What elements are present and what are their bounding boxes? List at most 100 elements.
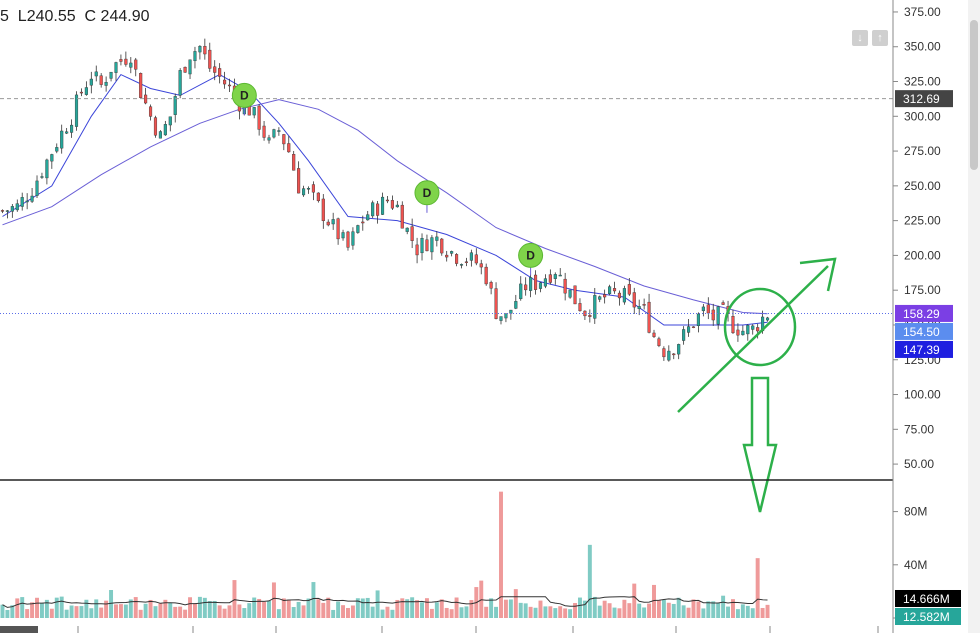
volume-bar — [513, 589, 518, 618]
candle-body — [499, 316, 503, 321]
dividend-label: D — [240, 88, 249, 102]
volume-bar — [360, 598, 365, 618]
volume-bar — [380, 609, 385, 618]
candle-body — [667, 350, 671, 361]
candle-body — [267, 137, 271, 141]
arrow-down-icon[interactable]: ↓ — [852, 30, 868, 46]
candle-body — [124, 58, 128, 65]
candle-body — [336, 218, 340, 240]
volume-bar — [35, 597, 39, 618]
volume-bar — [424, 598, 429, 618]
candle-body — [711, 309, 715, 321]
volume-bar — [291, 607, 296, 618]
volume-bar — [370, 606, 375, 618]
volume-bar — [44, 599, 49, 618]
candle-body — [272, 129, 276, 138]
volume-bar — [69, 605, 74, 618]
volume-bar — [242, 608, 247, 618]
volume-bar — [212, 600, 217, 618]
candle-body — [642, 304, 646, 306]
candle-body — [519, 283, 523, 300]
volume-bar — [538, 600, 543, 618]
volume-bar — [449, 609, 454, 618]
candle-body — [371, 202, 375, 217]
volume-bar — [661, 599, 666, 618]
volume-bar — [39, 603, 44, 618]
price-tag-label: 158.29 — [903, 307, 940, 321]
price-tag — [895, 340, 953, 358]
candle-body — [691, 326, 696, 328]
candle-body — [203, 45, 207, 55]
volume-bar — [49, 608, 54, 618]
volume-bar — [94, 599, 99, 618]
volume-bar — [711, 601, 716, 618]
candle-body — [578, 303, 582, 312]
volume-bar — [415, 600, 420, 618]
candle-body — [400, 204, 404, 229]
volume-bar — [123, 604, 128, 618]
volume-bar — [163, 599, 168, 618]
scrollbar-thumb[interactable] — [970, 20, 978, 170]
candle-body — [134, 59, 138, 70]
volume-bar — [508, 599, 513, 618]
vertical-scrollbar[interactable] — [968, 0, 980, 633]
candle-body — [459, 264, 464, 266]
candle-body — [104, 81, 108, 86]
volume-bar — [331, 609, 336, 618]
volume-bar — [523, 603, 528, 618]
volume-bar — [143, 603, 148, 618]
volume-bar — [276, 609, 281, 618]
candle-body — [573, 285, 577, 305]
volume-bar — [454, 597, 459, 618]
volume-bar — [281, 598, 286, 618]
volume-bar — [652, 584, 656, 618]
candle-body — [440, 238, 444, 254]
candle-body — [731, 316, 735, 334]
volume-bar — [671, 603, 676, 618]
time-axis-handle[interactable] — [0, 626, 38, 633]
volume-bar — [341, 605, 346, 618]
candle-body — [622, 288, 626, 303]
candle-body — [632, 292, 636, 308]
volume-bar — [5, 609, 10, 618]
price-tag — [895, 322, 953, 340]
volume-bar — [168, 602, 173, 618]
candle-body — [326, 221, 330, 226]
candle-body — [109, 71, 113, 79]
volume-bar — [627, 603, 632, 618]
volume-bar — [25, 609, 30, 618]
annotations — [677, 257, 837, 513]
volume-bar — [434, 602, 439, 618]
volume-bar — [410, 597, 415, 618]
candle-body — [425, 239, 429, 252]
volume-bar — [459, 607, 464, 618]
down-arrow — [742, 376, 778, 513]
candle-body — [558, 274, 562, 277]
candle-body — [598, 296, 602, 300]
candle-body — [144, 94, 148, 104]
candle-body — [129, 62, 133, 68]
candle-body — [277, 130, 281, 132]
candle-body — [637, 306, 641, 310]
low-value: 240.55 — [26, 8, 76, 25]
candle-body — [509, 309, 513, 314]
candle-body — [366, 214, 370, 221]
candle-body — [223, 79, 227, 85]
candle-body — [153, 117, 158, 136]
volume-bar — [99, 607, 104, 618]
candle-body — [721, 302, 725, 305]
arrow-up-icon[interactable]: ↑ — [872, 30, 888, 46]
price-tag — [895, 304, 953, 322]
volume-bar — [518, 602, 523, 618]
close-label: C — [84, 8, 97, 25]
candle-body — [677, 344, 681, 355]
volume-bar — [133, 597, 138, 618]
volume-bar — [740, 604, 745, 618]
candle-body — [208, 49, 212, 69]
volume-bar — [528, 606, 533, 618]
candle-body — [538, 282, 543, 289]
candle-body — [603, 294, 607, 298]
volume-bar — [587, 544, 592, 618]
dividend-label: D — [423, 186, 432, 200]
